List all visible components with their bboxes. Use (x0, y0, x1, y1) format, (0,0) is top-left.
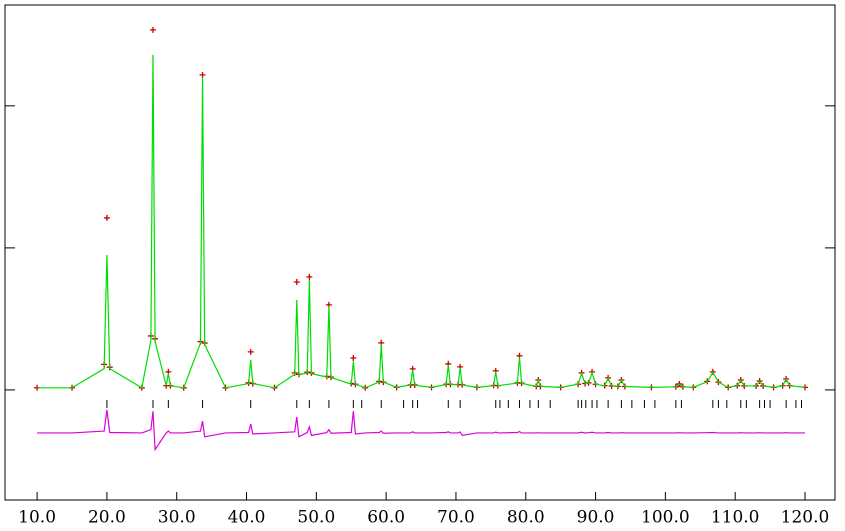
x-tick-label: 110.0 (711, 508, 760, 528)
observed-point (306, 273, 313, 280)
x-tick-label: 90.0 (577, 508, 615, 528)
observed-point (103, 214, 110, 221)
x-tick-label: 120.0 (781, 508, 830, 528)
observed-point (350, 354, 357, 361)
plot-frame (4, 4, 836, 501)
series-line (37, 54, 806, 389)
x-tick-label: 80.0 (507, 508, 545, 528)
x-tick-label: 60.0 (367, 508, 405, 528)
x-tick-label: 70.0 (437, 508, 475, 528)
series-line (37, 409, 805, 452)
observed-point (293, 278, 300, 285)
observed-point (149, 26, 156, 33)
x-tick-label: 100.0 (641, 508, 690, 528)
x-tick-label: 10.0 (18, 508, 56, 528)
x-tick-label: 20.0 (88, 508, 126, 528)
x-tick-label: 40.0 (228, 508, 266, 528)
observed-point (247, 348, 254, 355)
x-tick-label: 50.0 (297, 508, 335, 528)
x-tick-label: 30.0 (158, 508, 196, 528)
